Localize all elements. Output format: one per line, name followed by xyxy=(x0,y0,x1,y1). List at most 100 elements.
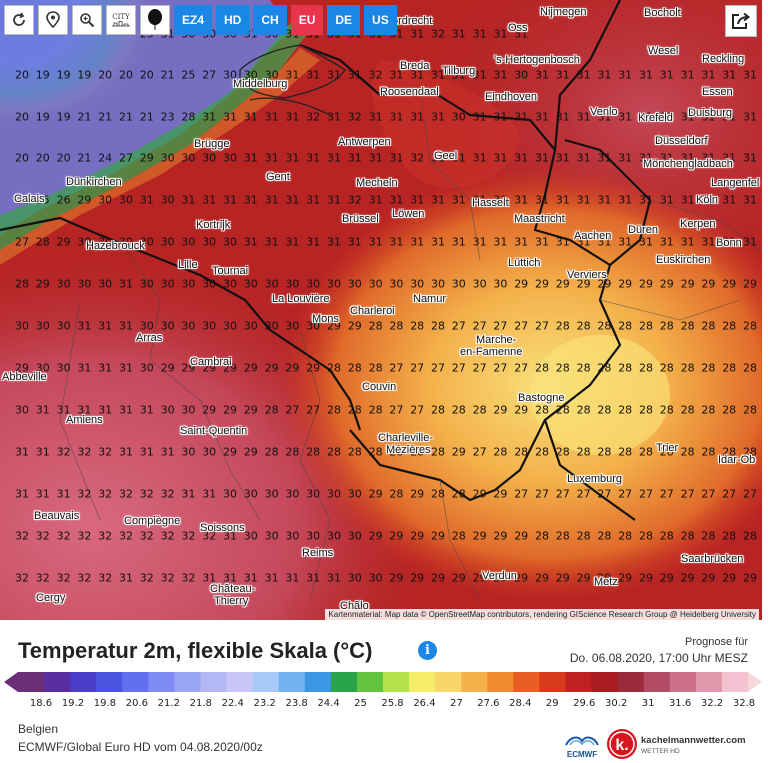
city-label-toggle[interactable]: CITY xyxy=(106,5,136,35)
city-label[interactable]: Bastogne xyxy=(518,393,564,404)
info-icon[interactable]: i xyxy=(418,641,437,660)
city-name: Cambrai xyxy=(190,356,232,368)
city-label[interactable]: Middelburg xyxy=(233,79,287,90)
city-label[interactable]: Antwerpen xyxy=(338,137,391,148)
refresh-button[interactable] xyxy=(4,5,34,35)
city-label[interactable]: Lüttich xyxy=(508,258,540,269)
city-label[interactable]: Duisburg xyxy=(688,108,732,119)
location-button[interactable] xyxy=(38,5,68,35)
city-label[interactable]: Nijmegen xyxy=(540,7,586,18)
city-label[interactable]: 's-Hertogenbosch xyxy=(494,55,580,66)
city-label[interactable]: Löwen xyxy=(392,209,424,220)
city-label[interactable]: Hazebrouck xyxy=(86,241,145,252)
city-label[interactable]: Brüssel xyxy=(342,214,379,225)
city-name: Beauvais xyxy=(34,510,80,522)
scale-cell xyxy=(461,672,488,692)
city-label[interactable]: Düsseldorf xyxy=(655,136,708,147)
city-label[interactable]: Dünkirchen xyxy=(66,177,122,188)
city-label[interactable]: Kortrijk xyxy=(196,220,230,231)
city-label[interactable]: Châlo xyxy=(340,601,369,612)
city-label[interactable]: Mönchengladbach xyxy=(643,159,733,170)
city-label[interactable]: Cambrai xyxy=(190,357,232,368)
zoom-button[interactable] xyxy=(72,5,102,35)
city-label[interactable]: Brügge xyxy=(194,139,229,150)
city-label[interactable]: Luxemburg xyxy=(567,474,622,485)
city-label[interactable]: Eindhoven xyxy=(485,92,537,103)
region-tab-eu[interactable]: EU xyxy=(290,5,324,35)
city-label[interactable]: Maastricht xyxy=(514,214,565,225)
city-label[interactable]: ordrecht xyxy=(392,16,432,27)
scale-cell xyxy=(278,672,306,692)
city-label[interactable]: Compiègne xyxy=(124,516,180,527)
city-label[interactable]: Abbeville xyxy=(2,372,47,383)
city-label[interactable]: Charleroi xyxy=(350,306,395,317)
city-label[interactable]: Arras xyxy=(136,333,162,344)
city-label[interactable]: Krefeld xyxy=(638,113,673,124)
city-label[interactable]: Euskirchen xyxy=(656,255,710,266)
city-label[interactable]: Amiens xyxy=(66,415,103,426)
city-label[interactable]: Aachen xyxy=(574,231,611,242)
city-label[interactable]: Saint-Quentin xyxy=(180,426,247,437)
city-name: Essen xyxy=(702,86,733,98)
city-label[interactable]: Saarbrücken xyxy=(681,554,743,565)
city-name: Charleroi xyxy=(350,305,395,317)
region-tab-us[interactable]: US xyxy=(364,5,397,35)
city-label[interactable]: Charleville- xyxy=(378,433,433,444)
city-label[interactable]: Essen xyxy=(702,87,733,98)
city-name: Aachen xyxy=(574,230,612,242)
city-label[interactable]: Mons xyxy=(312,314,339,325)
city-label[interactable]: Geel xyxy=(434,151,457,162)
region-tab-ch[interactable]: CH xyxy=(253,5,287,35)
city-label[interactable]: Idar-Ob xyxy=(718,455,755,466)
scale-tick-label: 28.4 xyxy=(509,698,532,709)
scale-cell xyxy=(435,672,462,692)
city-label[interactable]: Namur xyxy=(413,294,446,305)
city-label[interactable]: Verviers xyxy=(567,270,607,281)
city-label[interactable]: Venlo xyxy=(590,107,618,118)
city-label[interactable]: Calais xyxy=(14,194,45,205)
legend-title: Temperatur 2m, flexible Skala (°C) xyxy=(18,638,373,663)
share-button[interactable] xyxy=(725,5,757,37)
region-tab-hd[interactable]: HD xyxy=(216,5,250,35)
balloon-button[interactable] xyxy=(140,5,170,35)
city-label[interactable]: Hasselt xyxy=(472,198,509,209)
city-label[interactable]: Düren xyxy=(628,225,658,236)
city-label[interactable]: Gent xyxy=(266,172,290,183)
city-label[interactable]: Kerpen xyxy=(680,219,715,230)
city-name: Reims xyxy=(302,547,334,559)
city-label[interactable]: Tilburg xyxy=(442,66,475,77)
city-label[interactable]: Thierry xyxy=(214,596,248,607)
city-label[interactable]: Oss xyxy=(508,23,528,34)
region-tab-ez4[interactable]: EZ4 xyxy=(174,5,213,35)
city-label[interactable]: Roosendaal xyxy=(380,87,439,98)
city-label[interactable]: Couvin xyxy=(362,382,396,393)
city-label[interactable]: Metz xyxy=(594,577,618,588)
city-label[interactable]: La Louvière xyxy=(272,294,330,305)
city-label[interactable]: Reckling xyxy=(702,54,744,65)
city-name: Trier xyxy=(656,442,679,454)
city-label[interactable]: Bonn xyxy=(716,238,742,249)
city-label[interactable]: Soissons xyxy=(200,523,245,534)
city-label[interactable]: Breda xyxy=(400,61,429,72)
city-label[interactable]: Château- xyxy=(210,584,255,595)
city-label[interactable]: Reims xyxy=(302,548,333,559)
city-label[interactable]: Tournai xyxy=(212,266,248,277)
city-name: Dünkirchen xyxy=(66,176,122,188)
city-label[interactable]: Marche- xyxy=(476,335,516,346)
city-label[interactable]: Mecheln xyxy=(356,178,398,189)
city-label[interactable]: Beauvais xyxy=(34,511,79,522)
city-label[interactable]: Bocholt xyxy=(644,8,681,19)
city-name: Antwerpen xyxy=(338,136,391,148)
weather-map[interactable]: 2531303030313031313131313131323131313120… xyxy=(0,0,762,620)
city-label[interactable]: Langenfel xyxy=(711,178,759,189)
city-name: Venlo xyxy=(590,106,618,118)
city-label[interactable]: Trier xyxy=(656,443,678,454)
city-label[interactable]: Wesel xyxy=(648,46,678,57)
city-label[interactable]: Verdun xyxy=(482,571,517,582)
city-label[interactable]: en-Famenne xyxy=(460,347,522,358)
city-label[interactable]: Cergy xyxy=(36,593,65,604)
city-label[interactable]: Mézières xyxy=(386,445,431,456)
region-tab-de[interactable]: DE xyxy=(327,5,361,35)
city-label[interactable]: Lille xyxy=(178,260,198,271)
city-label[interactable]: Köln xyxy=(696,195,718,206)
